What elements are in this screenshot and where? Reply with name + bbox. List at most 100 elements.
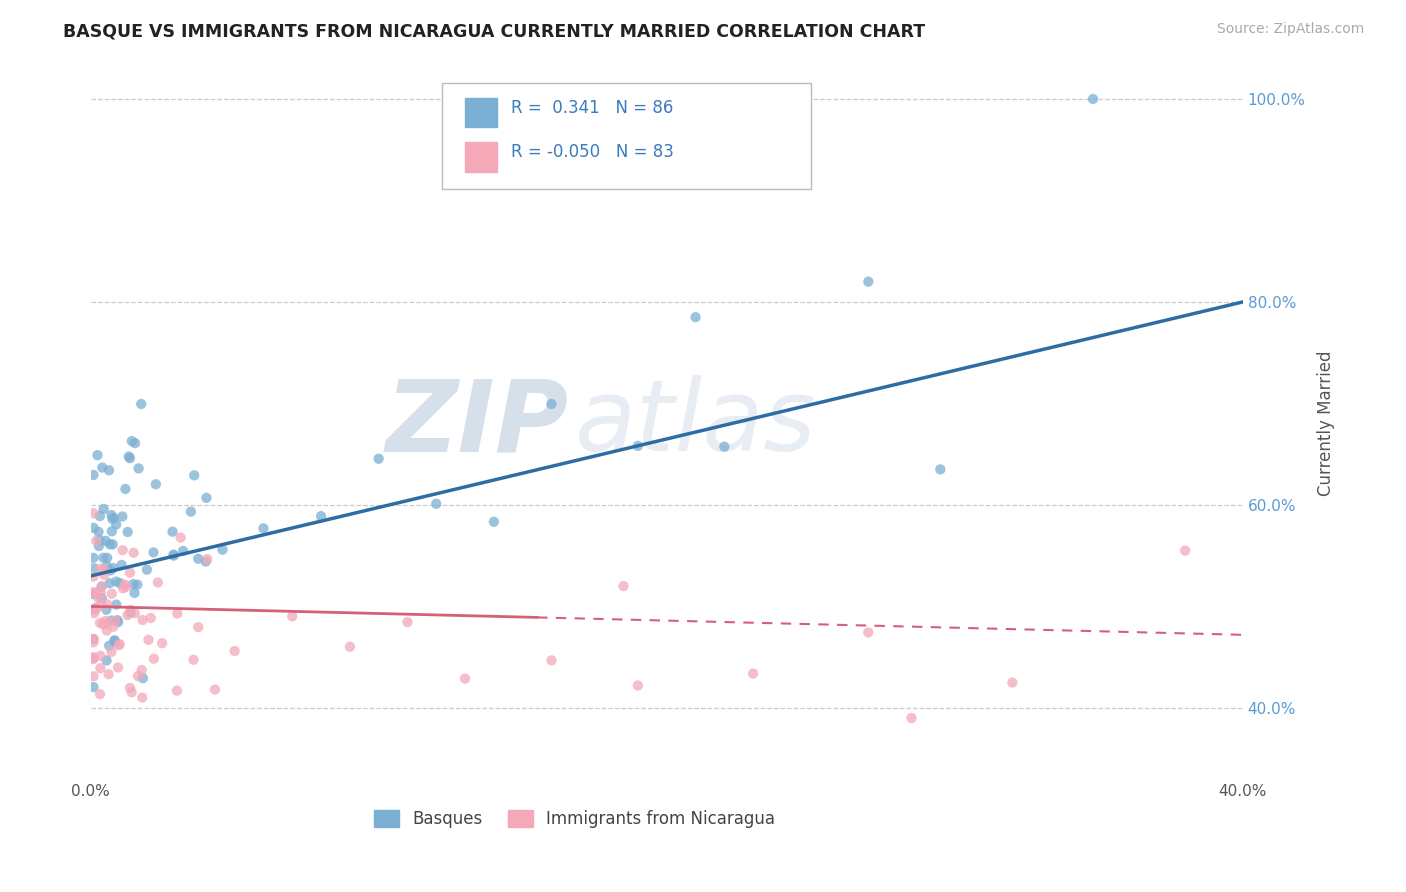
Point [98, 463, 121, 477]
Point [93, 550, 115, 565]
Point [540, 653, 562, 667]
Point [204, 682, 226, 697]
Point [96, 550, 118, 565]
Point [627, 679, 650, 693]
Point [82, 550, 104, 565]
Point [367, 451, 389, 466]
Point [1174, 543, 1197, 558]
Point [96, 603, 118, 617]
Point [111, 558, 134, 572]
Bar [465, 97, 498, 128]
Point [89, 648, 111, 663]
Point [929, 462, 952, 476]
Point [94, 533, 117, 548]
Point [82, 632, 104, 647]
Point [114, 577, 136, 591]
Point [713, 440, 735, 454]
Point [124, 436, 146, 450]
Point [82, 652, 104, 666]
Text: BASQUE VS IMMIGRANTS FROM NICARAGUA CURRENTLY MARRIED CORRELATION CHART: BASQUE VS IMMIGRANTS FROM NICARAGUA CURR… [63, 22, 925, 40]
Point [118, 681, 141, 695]
Point [100, 508, 122, 522]
Point [103, 633, 125, 648]
Point [129, 397, 152, 411]
Point [108, 637, 131, 651]
Point [93, 563, 115, 577]
Point [139, 611, 162, 625]
Bar [465, 142, 498, 171]
Point [107, 660, 129, 674]
Point [87, 539, 110, 553]
Point [163, 549, 186, 563]
Point [108, 576, 131, 591]
Point [117, 524, 139, 539]
Point [98, 576, 121, 591]
Point [145, 477, 167, 491]
Point [187, 551, 209, 566]
Point [82, 635, 104, 649]
Point [82, 506, 104, 520]
Point [87, 524, 110, 539]
Point [82, 587, 104, 601]
Point [89, 561, 111, 575]
Point [91, 460, 114, 475]
Point [183, 468, 205, 483]
Point [124, 606, 146, 620]
Point [100, 614, 122, 628]
Point [90, 579, 112, 593]
Point [101, 512, 124, 526]
Point [111, 509, 134, 524]
Text: atlas: atlas [575, 376, 815, 472]
Point [82, 632, 104, 646]
Point [84, 586, 107, 600]
Point [195, 491, 218, 505]
Point [150, 636, 173, 650]
Point [128, 461, 150, 475]
Point [84, 601, 107, 615]
Point [111, 543, 134, 558]
Point [131, 613, 153, 627]
Point [127, 577, 149, 591]
Point [100, 563, 122, 577]
Point [83, 606, 105, 620]
Point [309, 509, 332, 524]
Point [121, 685, 143, 699]
Point [425, 497, 447, 511]
Legend: Basques, Immigrants from Nicaragua: Basques, Immigrants from Nicaragua [367, 803, 782, 835]
Point [1001, 675, 1024, 690]
Point [82, 585, 104, 599]
Point [627, 439, 650, 453]
Point [742, 666, 765, 681]
Text: R = -0.050   N = 83: R = -0.050 N = 83 [512, 143, 673, 161]
Point [194, 555, 217, 569]
Point [131, 663, 153, 677]
Point [104, 634, 127, 648]
Point [187, 620, 209, 634]
Point [90, 585, 112, 599]
Point [685, 310, 707, 325]
Point [114, 482, 136, 496]
Point [127, 669, 149, 683]
Point [120, 603, 142, 617]
Point [86, 448, 108, 462]
Point [100, 645, 122, 659]
Point [117, 608, 139, 623]
Point [105, 517, 128, 532]
Point [101, 587, 124, 601]
Point [82, 651, 104, 665]
Point [96, 653, 118, 667]
Point [90, 598, 112, 612]
Point [172, 544, 194, 558]
Point [82, 521, 104, 535]
Point [162, 524, 184, 539]
Point [84, 602, 107, 616]
Point [339, 640, 361, 654]
Point [101, 524, 124, 539]
Point [180, 505, 202, 519]
Point [138, 632, 160, 647]
Text: Source: ZipAtlas.com: Source: ZipAtlas.com [1216, 22, 1364, 37]
Point [166, 683, 188, 698]
Point [101, 561, 124, 575]
Point [281, 609, 304, 624]
Point [103, 620, 125, 634]
